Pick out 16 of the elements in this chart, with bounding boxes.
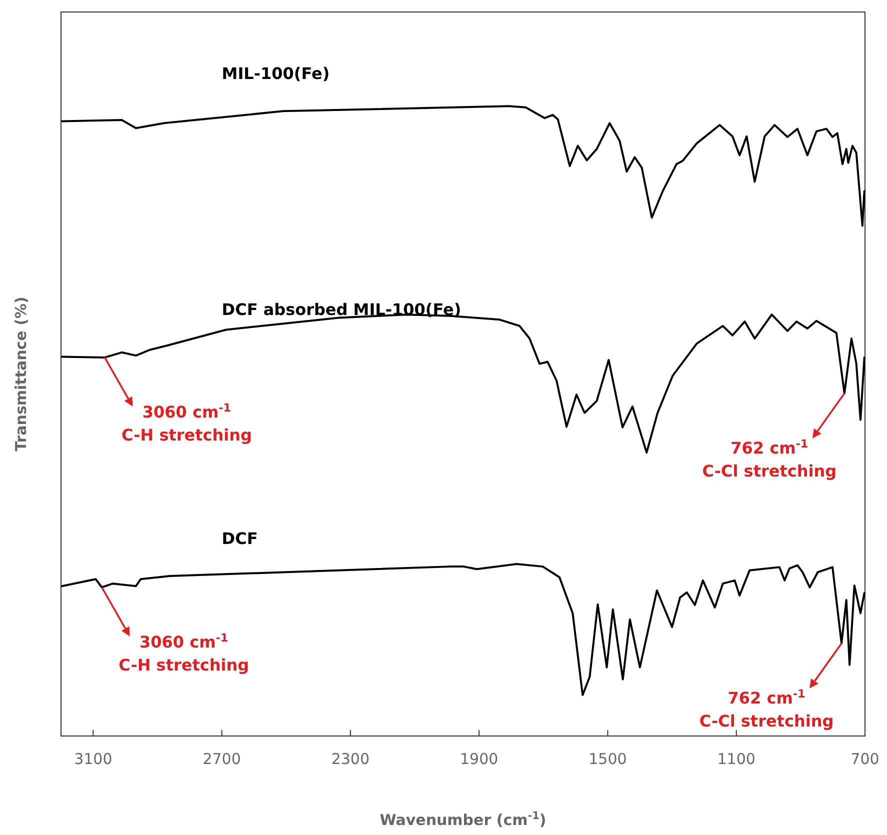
annotation: 762 cm$^{-1}$ C-Cl stretching — [699, 686, 834, 730]
annotation: 762 cm$^{-1}$ C-Cl stretching — [702, 436, 837, 480]
series-label: DCF — [222, 529, 258, 548]
y-axis-title: Transmittance (%) — [12, 296, 30, 452]
x-tick-label: 2300 — [331, 750, 370, 768]
series-label: DCF absorbed MIL-100(Fe) — [222, 300, 462, 319]
series-label: MIL-100(Fe) — [222, 64, 330, 84]
annotation: 3060 cm$^{-1}$ C-H stretching — [118, 630, 250, 674]
x-tick-label: 1500 — [588, 750, 627, 768]
annotation: 3060 cm$^{-1}$ C-H stretching — [121, 400, 252, 444]
x-tick-label: 700 — [850, 750, 880, 768]
x-tick-label: 3100 — [74, 750, 112, 768]
x-tick-label: 1900 — [460, 750, 498, 768]
x-axis-title: Wavenumber (cm$^{-1}$) — [380, 810, 546, 829]
x-tick-label: 1100 — [717, 750, 756, 768]
x-tick-label: 2700 — [202, 750, 241, 768]
